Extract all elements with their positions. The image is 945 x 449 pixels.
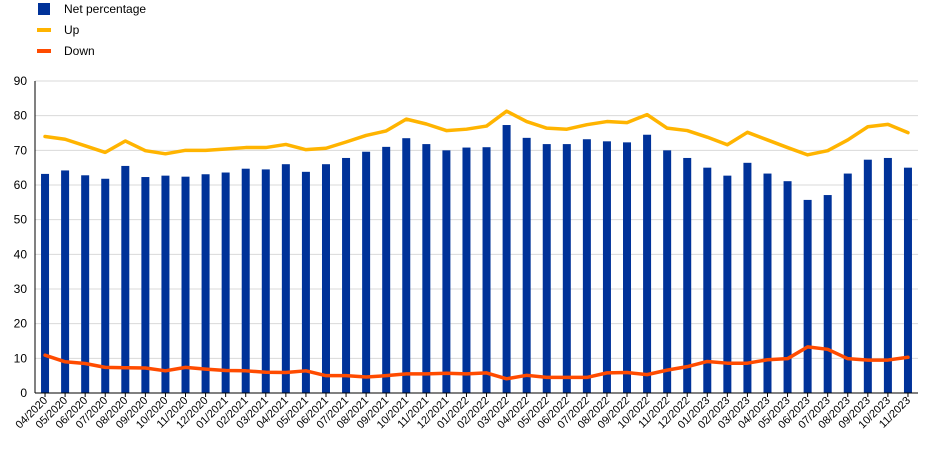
- bar: [743, 162, 752, 393]
- y-tick-label: 50: [14, 213, 28, 227]
- legend-label: Down: [64, 44, 95, 58]
- bar-series-net-percentage: [41, 125, 912, 393]
- bar: [462, 147, 471, 393]
- y-tick-label: 0: [20, 386, 27, 400]
- y-tick-label: 90: [14, 74, 28, 88]
- bar: [703, 167, 712, 393]
- line-series: [43, 109, 910, 381]
- bar: [863, 159, 872, 393]
- bar: [41, 173, 50, 393]
- y-tick-label: 80: [14, 109, 28, 123]
- bar: [883, 157, 892, 393]
- y-tick-label: 20: [14, 317, 28, 331]
- bar: [141, 177, 150, 393]
- bar: [321, 164, 330, 393]
- bar: [683, 157, 692, 393]
- bar: [482, 147, 491, 393]
- bar: [281, 164, 290, 393]
- bar: [81, 175, 90, 393]
- legend-label: Up: [64, 23, 80, 37]
- bar: [663, 150, 672, 393]
- bar: [502, 125, 511, 393]
- legend-item-up: Up: [37, 23, 80, 37]
- bar: [201, 174, 210, 393]
- bar: [803, 199, 812, 393]
- bar: [221, 172, 230, 393]
- bar: [362, 151, 371, 393]
- legend-label: Net percentage: [64, 2, 146, 16]
- x-axis: 04/202005/202006/202007/202008/202009/20…: [14, 392, 918, 431]
- line-up: [43, 109, 910, 157]
- bar: [903, 167, 912, 393]
- bar: [402, 138, 411, 393]
- bar: [562, 144, 571, 393]
- bar: [602, 141, 611, 393]
- legend: Net percentage Up Down: [37, 2, 146, 58]
- y-tick-label: 40: [14, 247, 28, 261]
- bar: [442, 150, 451, 393]
- bar: [301, 171, 310, 393]
- bar: [643, 134, 652, 393]
- legend-swatch: [37, 28, 51, 32]
- bar: [181, 176, 190, 393]
- bar: [542, 144, 551, 393]
- bar: [121, 165, 130, 393]
- legend-swatch: [38, 3, 50, 15]
- bar: [783, 181, 792, 393]
- bar: [241, 168, 250, 393]
- bar: [582, 139, 591, 393]
- legend-item-down: Down: [37, 44, 95, 58]
- bar: [382, 146, 391, 393]
- legend-item-net-percentage: Net percentage: [38, 2, 146, 16]
- bar: [342, 157, 351, 393]
- bar: [823, 195, 832, 393]
- bar: [843, 173, 852, 393]
- bar: [723, 175, 732, 393]
- bar: [522, 137, 531, 393]
- legend-swatch: [37, 49, 51, 53]
- y-tick-label: 60: [14, 178, 28, 192]
- bar: [161, 175, 170, 393]
- y-tick-label: 10: [14, 351, 28, 365]
- y-tick-label: 70: [14, 143, 28, 157]
- bar: [101, 178, 110, 393]
- y-tick-label: 30: [14, 282, 28, 296]
- bar: [623, 142, 632, 393]
- bar: [422, 144, 431, 393]
- bar: [61, 170, 70, 393]
- bar: [261, 169, 270, 393]
- y-axis: 0 10 20 30 40 50 60 70 80 90: [14, 74, 36, 400]
- bar: [763, 173, 772, 393]
- line-down: [43, 345, 910, 381]
